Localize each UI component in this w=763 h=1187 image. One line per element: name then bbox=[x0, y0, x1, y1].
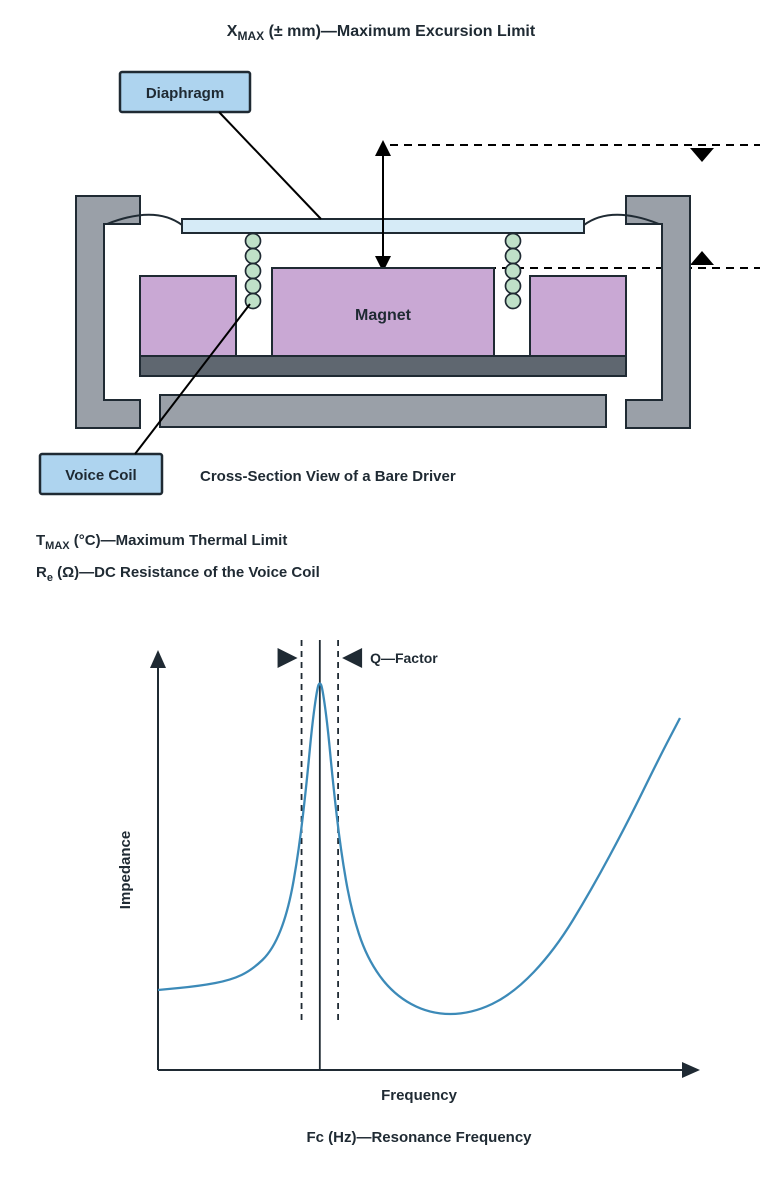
excursion-arrow-up bbox=[375, 140, 391, 156]
diaphragm-pointer bbox=[219, 112, 321, 219]
xmax-title: XMAX (± mm)—Maximum Excursion Limit bbox=[227, 23, 536, 43]
voicecoil-label-text: Voice Coil bbox=[65, 467, 136, 484]
q-factor-label: Q—Factor bbox=[370, 650, 438, 666]
voice-coil-left bbox=[246, 234, 261, 309]
impedance-chart: Impedance Frequency Fc (Hz)—Resonance Freq… bbox=[117, 640, 700, 1146]
tmax-line: TMAX (°C)—Maximum Thermal Limit bbox=[36, 532, 287, 552]
voice-coil-right bbox=[506, 234, 521, 309]
xmax-title-sub: MAX bbox=[237, 29, 264, 43]
magnet-left bbox=[140, 276, 236, 356]
impedance-curve bbox=[158, 684, 680, 1015]
excursion-upper-marker bbox=[690, 148, 714, 162]
cross-section-caption: Cross-Section View of a Bare Driver bbox=[200, 468, 456, 485]
y-axis-arrow bbox=[150, 650, 166, 668]
chart-caption: Fc (Hz)—Resonance Frequency bbox=[306, 1129, 532, 1146]
x-axis-arrow bbox=[682, 1062, 700, 1078]
re-line: Re (Ω)—DC Resistance of the Voice Coil bbox=[36, 564, 320, 584]
driver-diagram: Diaphragm Magnet Voice Coil Cross-S bbox=[40, 72, 760, 494]
figure-svg: XMAX (± mm)—Maximum Excursion Limit Diap… bbox=[0, 0, 763, 1187]
xmax-title-prefix: X bbox=[227, 23, 238, 40]
frame-right bbox=[626, 196, 690, 428]
magnet-right bbox=[530, 276, 626, 356]
xmax-title-rest: (± mm)—Maximum Excursion Limit bbox=[264, 23, 536, 40]
x-axis-label: Frequency bbox=[381, 1087, 458, 1104]
q-arrow-right bbox=[342, 648, 362, 668]
base-bar bbox=[140, 356, 626, 376]
diaphragm-label-text: Diaphragm bbox=[146, 85, 224, 102]
frame-left bbox=[76, 196, 140, 428]
bottom-bar bbox=[160, 395, 606, 427]
excursion-lower-marker bbox=[690, 251, 714, 265]
q-arrow-left bbox=[278, 648, 298, 668]
y-axis-label: Impedance bbox=[117, 831, 134, 909]
magnet-label: Magnet bbox=[355, 307, 412, 324]
